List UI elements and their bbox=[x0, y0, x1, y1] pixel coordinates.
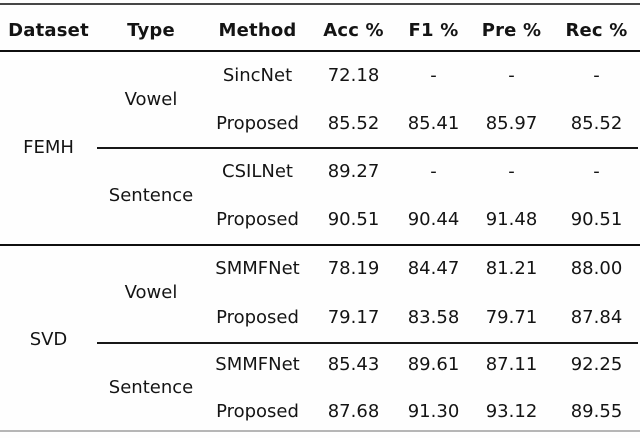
cell-rec: 92.25 bbox=[570, 353, 623, 375]
cell-rec: 87.84 bbox=[570, 306, 623, 328]
dataset-label-svd: SVD bbox=[29, 328, 68, 350]
cell-f1: 84.47 bbox=[407, 258, 460, 279]
cell-pre: 93.12 bbox=[485, 400, 538, 422]
cell-pre: 87.11 bbox=[485, 353, 538, 375]
cell-f1: - bbox=[430, 65, 437, 86]
header-rec: Rec % bbox=[565, 19, 628, 41]
cell-pre: 91.48 bbox=[485, 209, 538, 230]
femh-type-divider-rule bbox=[97, 147, 638, 149]
header-method: Method bbox=[218, 19, 297, 41]
cell-pre: - bbox=[508, 161, 515, 182]
type-label-svd-sentence: Sentence bbox=[108, 377, 194, 398]
dataset-label-femh: FEMH bbox=[23, 137, 74, 158]
cell-acc: 90.51 bbox=[327, 209, 380, 230]
cell-rec: - bbox=[593, 65, 600, 86]
cell-f1: - bbox=[430, 161, 437, 182]
header-pre: Pre % bbox=[481, 19, 542, 41]
svd-type-divider-rule bbox=[97, 342, 638, 344]
dataset-divider-rule bbox=[0, 244, 640, 246]
cell-rec: 88.00 bbox=[570, 258, 623, 279]
cell-acc: 85.43 bbox=[327, 353, 380, 375]
cell-pre: 85.97 bbox=[485, 113, 538, 134]
cell-f1: 89.61 bbox=[407, 353, 460, 375]
header-f1: F1 % bbox=[408, 19, 459, 41]
cell-rec: 90.51 bbox=[570, 209, 623, 230]
cell-acc: 79.17 bbox=[327, 306, 380, 328]
cell-f1: 85.41 bbox=[407, 113, 460, 134]
table-top-rule bbox=[0, 3, 640, 5]
cell-f1: 83.58 bbox=[407, 306, 460, 328]
cell-rec: - bbox=[593, 161, 600, 182]
cell-method: Proposed bbox=[216, 113, 299, 134]
cell-acc: 72.18 bbox=[327, 65, 380, 86]
header-dataset: Dataset bbox=[8, 19, 89, 41]
type-label-femh-vowel: Vowel bbox=[124, 89, 178, 110]
cell-acc: 78.19 bbox=[327, 258, 380, 279]
cell-method: SincNet bbox=[222, 65, 293, 86]
cell-pre: 81.21 bbox=[485, 258, 538, 279]
cell-f1: 90.44 bbox=[407, 209, 460, 230]
cell-pre: - bbox=[508, 65, 515, 86]
cell-method: SMMFNet bbox=[215, 258, 300, 279]
table-bottom-rule bbox=[0, 430, 640, 432]
header-acc: Acc % bbox=[323, 19, 384, 41]
cell-rec: 89.55 bbox=[570, 400, 623, 422]
cell-f1: 91.30 bbox=[407, 400, 460, 422]
cell-acc: 85.52 bbox=[327, 113, 380, 134]
cell-method: CSILNet bbox=[222, 161, 293, 182]
cell-method: Proposed bbox=[216, 306, 299, 328]
type-label-femh-sentence: Sentence bbox=[108, 185, 194, 206]
type-label-svd-vowel: Vowel bbox=[124, 281, 178, 303]
cell-pre: 79.71 bbox=[485, 306, 538, 328]
cell-method: Proposed bbox=[216, 209, 299, 230]
cell-rec: 85.52 bbox=[570, 113, 623, 134]
cell-method: SMMFNet bbox=[215, 353, 300, 375]
cell-acc: 89.27 bbox=[327, 161, 380, 182]
cell-acc: 87.68 bbox=[327, 400, 380, 422]
header-type: Type bbox=[127, 19, 175, 41]
cell-method: Proposed bbox=[216, 400, 299, 422]
table-header-rule bbox=[0, 50, 640, 53]
